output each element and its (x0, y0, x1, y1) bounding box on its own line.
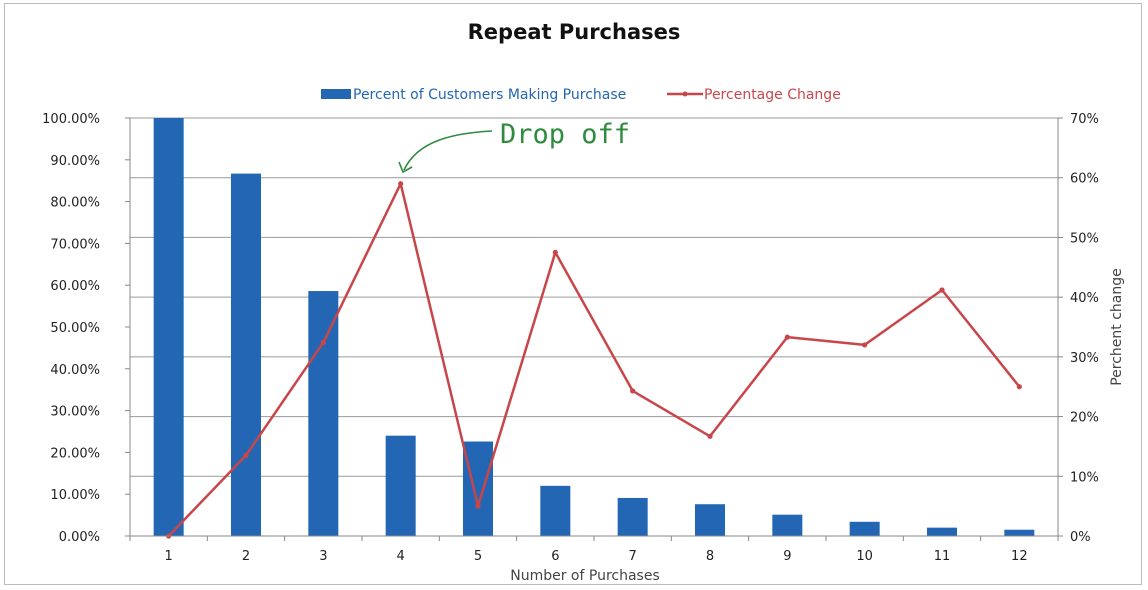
left-tick-label: 60.00% (50, 279, 100, 294)
x-axis-label: Number of Purchases (510, 568, 660, 584)
right-tick-label: 0% (1070, 530, 1091, 545)
line-point (243, 452, 249, 458)
chart-title: Repeat Purchases (468, 20, 681, 44)
gridlines (130, 117, 1058, 477)
bar (153, 118, 184, 536)
line-point (320, 339, 326, 346)
left-tick-label: 20.00% (50, 446, 100, 461)
bar (385, 435, 416, 536)
bar (927, 527, 957, 536)
x-tick-label: 11 (934, 549, 951, 564)
right-tick-label: 50% (1070, 231, 1099, 246)
chart-frame (4, 3, 1142, 585)
right-tick-label: 70% (1070, 112, 1099, 127)
left-tick-labels: 0.00% 10.00% 20.00% 30.00% 40.00% 50.00% 60.00… (42, 112, 130, 545)
legend-line-label: Percentage Change (704, 87, 841, 103)
bar (540, 485, 571, 536)
left-tick-label: 90.00% (50, 154, 100, 169)
left-tick-label: 70.00% (50, 237, 100, 252)
left-tick-label: 10.00% (50, 488, 100, 503)
right-tick-labels: 0% 10% 20% 30% 40% 50% 60% 70% (1058, 112, 1099, 545)
right-tick-label: 30% (1070, 351, 1099, 366)
legend-bar-swatch (321, 89, 351, 99)
x-tick-label: 12 (1011, 549, 1028, 564)
line-point (939, 287, 945, 293)
line-point (784, 334, 790, 340)
bar-series (153, 118, 1035, 536)
left-tick-label: 80.00% (50, 196, 100, 211)
bar (463, 441, 493, 536)
right-axis-label: Perchent change (1109, 268, 1125, 386)
bar (849, 521, 880, 536)
drop-off-annotation: Drop off (398, 119, 630, 174)
line-point (707, 433, 713, 439)
bar (695, 504, 725, 536)
bar (308, 291, 339, 536)
line-point (630, 388, 636, 394)
legend-bar-label: Percent of Customers Making Purchase (353, 87, 626, 103)
x-tick-label: 6 (551, 549, 559, 564)
axes (129, 118, 1059, 537)
legend-line-marker (682, 91, 688, 97)
annotation-arrow (403, 130, 493, 171)
x-tick-labels: 1 2 3 4 5 6 7 8 9 10 11 12 (129, 536, 1059, 564)
line-point (475, 503, 481, 509)
line-point (862, 342, 868, 348)
line-point (1016, 384, 1022, 390)
line-point (552, 249, 558, 255)
percentage-change-line (167, 182, 1021, 537)
x-tick-label: 10 (856, 549, 873, 564)
line-point (398, 181, 404, 187)
bar (231, 173, 261, 536)
x-tick-label: 9 (783, 549, 791, 564)
x-tick-label: 5 (474, 549, 482, 564)
x-tick-label: 7 (629, 549, 637, 564)
line-series (166, 181, 1022, 539)
left-tick-label: 50.00% (50, 321, 100, 336)
x-tick-label: 4 (397, 549, 405, 564)
right-tick-label: 10% (1070, 470, 1099, 485)
left-tick-label: 0.00% (59, 530, 100, 545)
right-tick-label: 40% (1070, 291, 1099, 306)
x-tick-label: 2 (242, 549, 250, 564)
annotation-text: Drop off (500, 119, 630, 150)
left-tick-label: 30.00% (50, 405, 100, 420)
left-tick-label: 100.00% (42, 112, 100, 127)
x-tick-label: 8 (706, 549, 714, 564)
bar (772, 514, 803, 536)
right-tick-label: 60% (1070, 172, 1099, 187)
x-tick-label: 1 (165, 549, 173, 564)
left-tick-label: 40.00% (50, 363, 100, 378)
legend: Percent of Customers Making Purchase Per… (321, 87, 841, 103)
annotation-arrowhead (398, 161, 413, 174)
bar (617, 497, 648, 536)
bar (1004, 529, 1035, 536)
x-tick-label: 3 (319, 549, 327, 564)
right-tick-label: 20% (1070, 411, 1099, 426)
